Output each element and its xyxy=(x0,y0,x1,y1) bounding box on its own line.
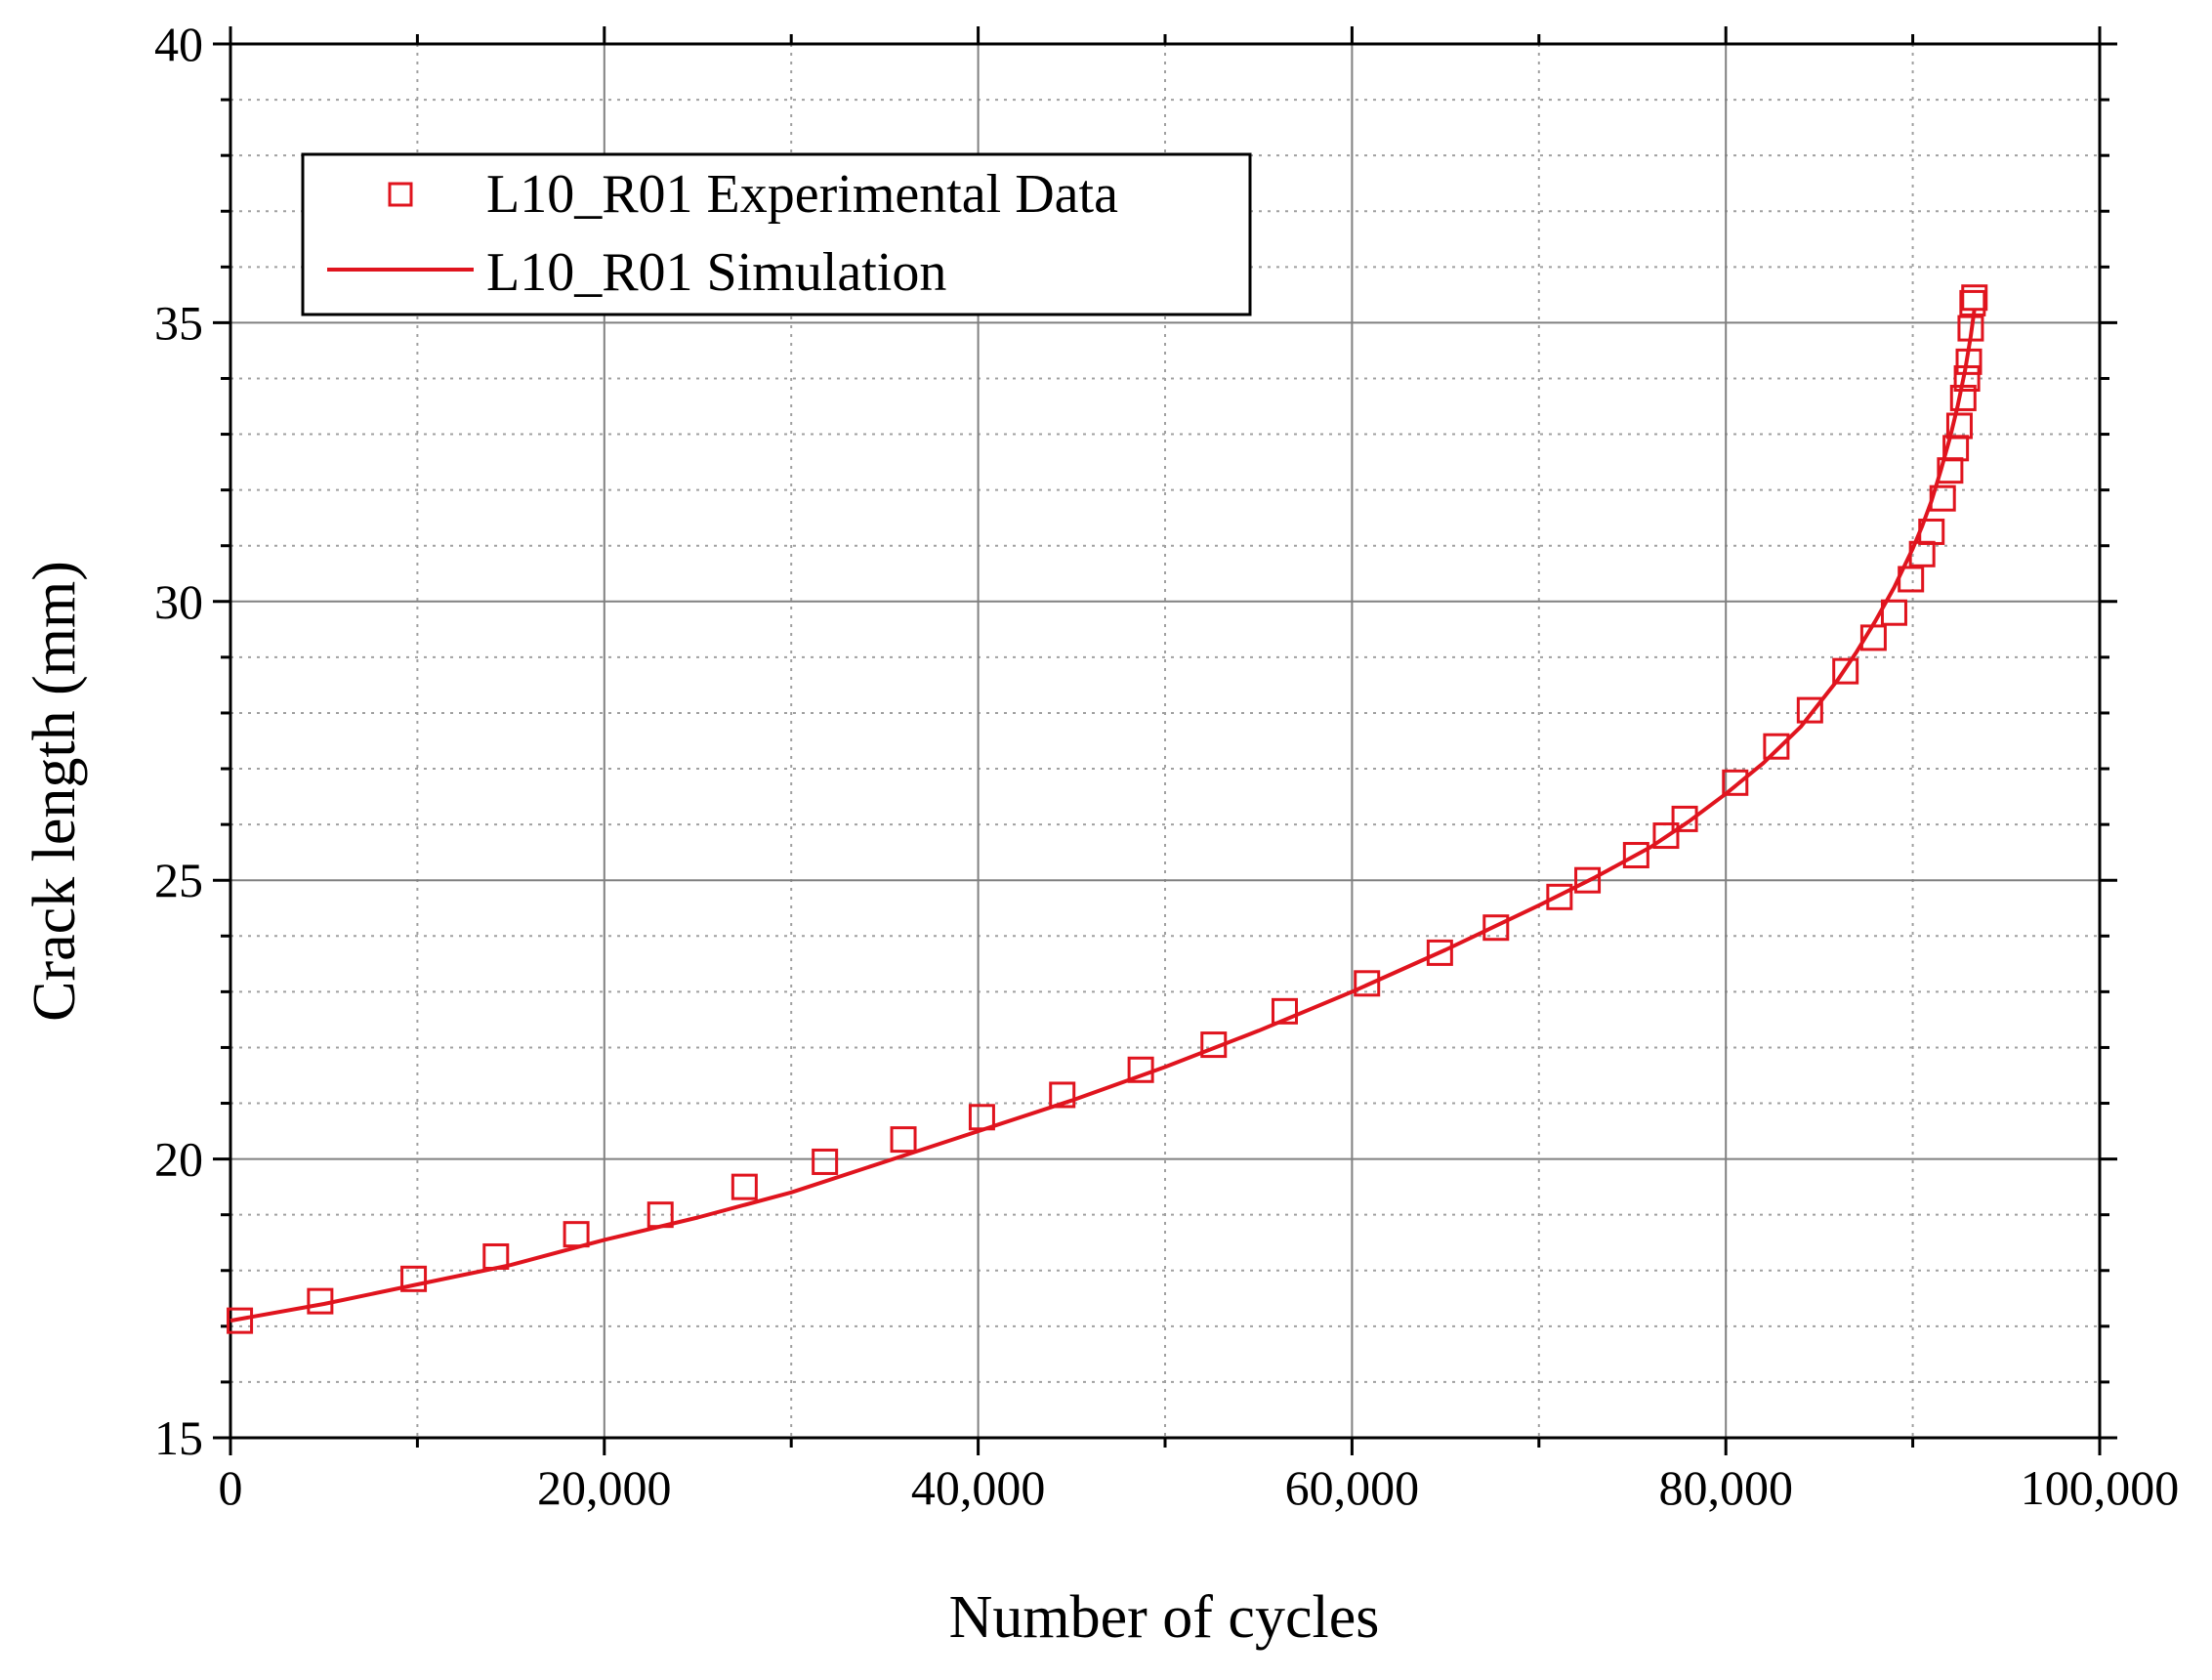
x-tick-label: 0 xyxy=(219,1460,243,1515)
experimental-point xyxy=(1200,1031,1228,1059)
experimental-point xyxy=(647,1201,674,1229)
experimental-point xyxy=(1722,769,1749,796)
y-tick-label: 30 xyxy=(154,574,203,629)
experimental-point xyxy=(1859,624,1887,651)
experimental-point xyxy=(1574,866,1602,894)
experimental-point xyxy=(1959,289,1986,316)
experimental-point xyxy=(1482,914,1510,942)
experimental-point xyxy=(1953,364,1981,392)
simulation-line xyxy=(230,308,1977,1323)
experimental-point xyxy=(1929,484,1956,512)
experimental-point xyxy=(1880,599,1907,626)
experimental-point xyxy=(400,1265,428,1292)
y-tick-label: 35 xyxy=(154,295,203,350)
experimental-point xyxy=(890,1126,917,1154)
experimental-point xyxy=(1949,384,1977,411)
y-tick-label: 20 xyxy=(154,1132,203,1187)
x-tick-label: 40,000 xyxy=(911,1460,1046,1515)
legend-label-simulation: L10_R01 Simulation xyxy=(486,242,946,303)
legend: L10_R01 Experimental Data L10_R01 Simulat… xyxy=(301,152,1252,316)
legend-marker-symbol xyxy=(388,182,413,207)
experimental-point xyxy=(307,1287,334,1315)
series xyxy=(227,284,1988,1334)
experimental-point xyxy=(730,1173,758,1200)
y-axis-label: Crack length (mm) xyxy=(21,561,88,1022)
experimental-point xyxy=(1652,822,1680,850)
experimental-point xyxy=(1354,970,1381,997)
y-tick-label: 15 xyxy=(154,1410,203,1465)
axes: 0 20,000 40,000 60,000 80,000 100,000 15 20 25 30… xyxy=(154,17,2179,1515)
y-tick-label: 25 xyxy=(154,853,203,907)
x-tick-label: 20,000 xyxy=(537,1460,672,1515)
experimental-point xyxy=(1271,997,1298,1025)
experimental-point xyxy=(968,1104,995,1131)
experimental-point xyxy=(227,1307,254,1334)
x-tick-label: 100,000 xyxy=(2021,1460,2180,1515)
x-tick-label: 80,000 xyxy=(1658,1460,1793,1515)
experimental-point xyxy=(812,1148,839,1175)
experimental-point xyxy=(1955,348,1982,375)
experimental-point xyxy=(1898,566,1925,593)
experimental-point xyxy=(1622,842,1649,869)
x-axis-label: Number of cycles xyxy=(949,1584,1380,1651)
legend-box xyxy=(301,152,1252,316)
experimental-point xyxy=(563,1221,590,1248)
experimental-point xyxy=(1832,657,1859,685)
x-tick-label: 60,000 xyxy=(1285,1460,1420,1515)
experimental-point xyxy=(1945,412,1973,440)
legend-label-experimental: L10_R01 Experimental Data xyxy=(486,164,1118,225)
experimental-point xyxy=(1957,315,1984,342)
experimental-point xyxy=(1763,733,1790,760)
experimental-point xyxy=(1918,518,1945,545)
experimental-point xyxy=(1049,1081,1076,1109)
experimental-point xyxy=(482,1242,510,1270)
y-tick-label: 40 xyxy=(154,17,203,71)
experimental-point xyxy=(1127,1056,1154,1083)
experimental-point xyxy=(1961,284,1988,312)
experimental-point xyxy=(1671,805,1698,832)
experimental-point xyxy=(1796,696,1823,724)
experimental-point xyxy=(1546,883,1573,910)
experimental-point xyxy=(1426,939,1453,966)
